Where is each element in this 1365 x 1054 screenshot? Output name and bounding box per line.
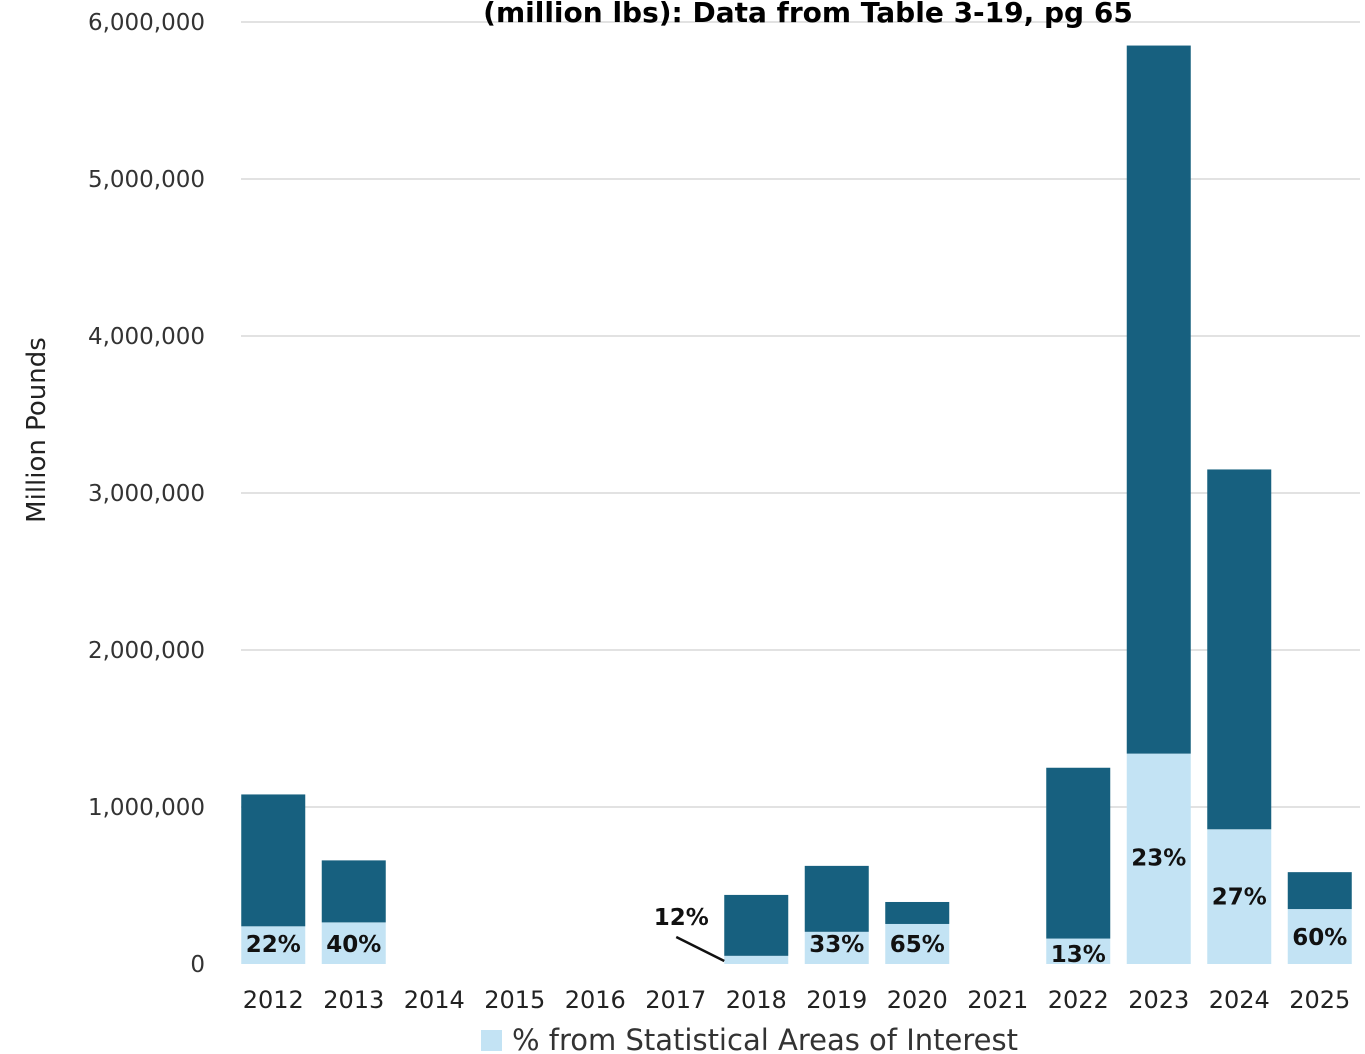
y-tick-label: 0 [190, 952, 205, 978]
bar-segment-area-share [1287, 909, 1352, 964]
x-tick-label: 2019 [806, 986, 867, 1014]
gridlines [241, 21, 1360, 808]
y-axis-label: Million Pounds [22, 337, 52, 523]
legend-swatch [481, 1030, 502, 1051]
bar-segment-area-share [804, 931, 869, 964]
legend-label: % from Statistical Areas of Interest [512, 1023, 1018, 1054]
bar-segment-remainder [1207, 469, 1272, 830]
x-tick-label: 2015 [484, 986, 545, 1014]
data-labels: 22% 40% 12% 33% 65% 13% 23% 27% 60% [246, 846, 1348, 968]
x-tick-label: 2013 [323, 986, 384, 1014]
bar-segment-area-share [1207, 829, 1272, 964]
data-label: 22% [246, 932, 301, 958]
bar-segment-area-share [724, 955, 789, 964]
y-tick-label: 5,000,000 [88, 167, 205, 193]
x-tick-label: 2024 [1209, 986, 1270, 1014]
bar-segment-remainder [885, 901, 950, 924]
x-tick-label: 2012 [243, 986, 304, 1014]
bar-segment-remainder [1046, 767, 1111, 939]
chart-title: (million lbs): Data from Table 3-19, pg … [483, 0, 1133, 29]
x-tick-label: 2023 [1128, 986, 1189, 1014]
data-label: 65% [890, 932, 945, 958]
data-label: 23% [1131, 846, 1186, 872]
data-label: 33% [809, 932, 864, 958]
x-tick-label: 2021 [967, 986, 1028, 1014]
y-tick-label: 1,000,000 [88, 795, 205, 821]
x-tick-label: 2022 [1048, 986, 1109, 1014]
data-label: 12% [654, 905, 709, 931]
data-label-leader [675, 935, 725, 963]
bar-segment-remainder [804, 865, 869, 932]
bar-segment-remainder [724, 894, 789, 956]
bar-segment-remainder [241, 794, 306, 927]
x-tick-label: 2014 [404, 986, 465, 1014]
y-tick-label: 2,000,000 [88, 638, 205, 664]
data-label: 27% [1212, 884, 1267, 910]
bar-segment-area-share [241, 926, 306, 964]
x-tick-label: 2020 [887, 986, 948, 1014]
bar-segment-area-share [321, 922, 386, 964]
y-tick-label: 4,000,000 [88, 324, 205, 350]
data-label: 60% [1292, 925, 1347, 951]
bar-segment-area-share [1046, 938, 1111, 964]
bar-segment-remainder [321, 860, 386, 923]
x-tick-label: 2018 [726, 986, 787, 1014]
x-tick-label: 2016 [565, 986, 626, 1014]
x-tick-label: 2025 [1289, 986, 1350, 1014]
y-axis-ticks: 0 1,000,000 2,000,000 3,000,000 4,000,000 5,0… [88, 10, 205, 978]
bars [241, 45, 1352, 964]
y-tick-label: 6,000,000 [88, 10, 205, 36]
bar-segment-remainder [1287, 872, 1352, 910]
data-label: 40% [326, 932, 381, 958]
bar-segment-area-share [1126, 753, 1191, 964]
x-tick-label: 2017 [645, 986, 706, 1014]
y-tick-label: 3,000,000 [88, 481, 205, 507]
legend: % from Statistical Areas of Interest [481, 1023, 1018, 1054]
data-label: 13% [1051, 942, 1106, 968]
bar-segment-remainder [1126, 45, 1191, 754]
bar-segment-area-share [885, 923, 950, 964]
x-axis-ticks: 2012 2013 2014 2015 2016 2017 2018 2019 2020 2021… [243, 986, 1351, 1014]
